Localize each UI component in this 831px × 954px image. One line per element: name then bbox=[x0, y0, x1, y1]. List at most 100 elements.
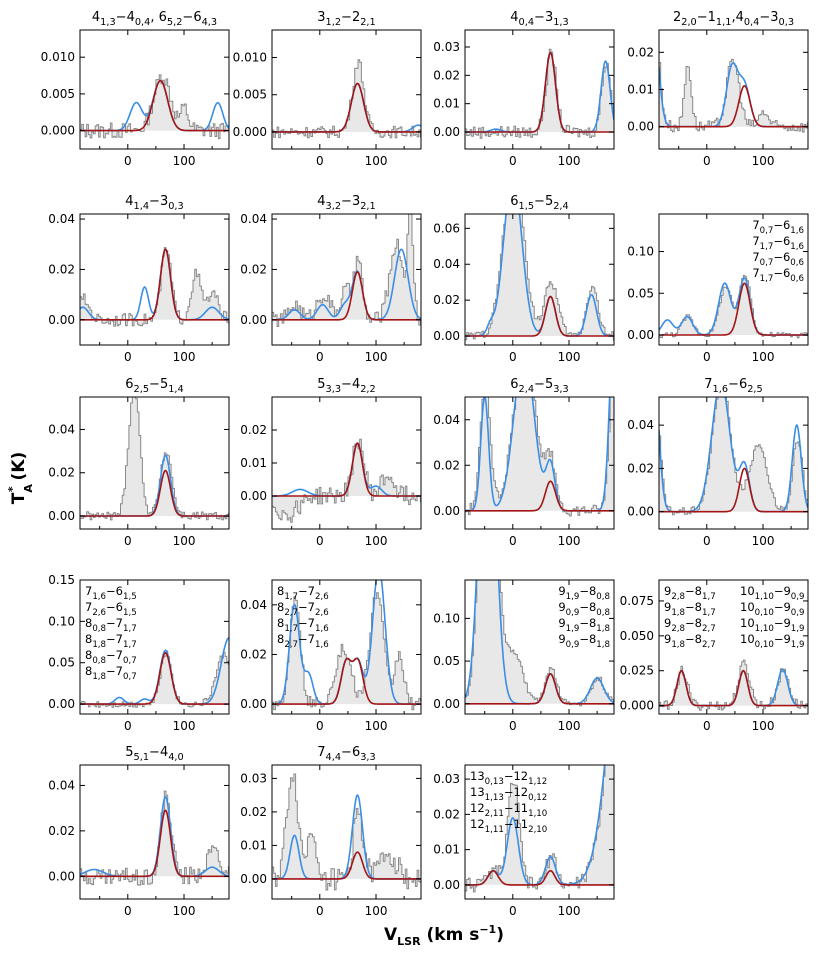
x-tick-label: 100 bbox=[173, 904, 196, 918]
transition-label: 130,13−121,12 bbox=[470, 769, 547, 787]
y-tick-label: 0.01 bbox=[240, 838, 267, 852]
y-tick-label: 0.01 bbox=[627, 83, 654, 97]
plot-area bbox=[272, 580, 421, 711]
panel-frame bbox=[79, 396, 230, 530]
panel-title: 40,4−31,3 bbox=[510, 10, 568, 28]
model-species bbox=[659, 669, 808, 707]
plot-area bbox=[80, 637, 229, 708]
y-tick-label: 0.02 bbox=[48, 262, 75, 276]
transition-label: 101,10−91,9 bbox=[740, 616, 804, 634]
panel-frame bbox=[658, 213, 809, 346]
panel-frame bbox=[464, 213, 615, 346]
x-tick-label: 100 bbox=[365, 350, 388, 364]
panel-frame bbox=[271, 764, 422, 900]
y-tick-label: 0.00 bbox=[627, 505, 654, 519]
panel-title: 41,4−30,3 bbox=[125, 194, 183, 212]
y-tick-label: 0.03 bbox=[433, 40, 460, 54]
model-species bbox=[80, 469, 229, 517]
observed-fill bbox=[272, 774, 421, 890]
x-tick-label: 0 bbox=[703, 154, 711, 168]
observed-fill bbox=[272, 59, 421, 138]
model-total bbox=[465, 214, 614, 337]
panel-frame bbox=[464, 579, 615, 715]
panel-frame bbox=[464, 396, 615, 530]
plot-area bbox=[272, 773, 421, 891]
y-tick-label: 0.02 bbox=[433, 293, 460, 307]
model-species bbox=[80, 79, 229, 132]
y-tick-label: 0.000 bbox=[620, 699, 654, 713]
plot-area bbox=[465, 397, 614, 517]
panel-title: 62,4−53,3 bbox=[510, 377, 568, 395]
y-tick-label: 0.00 bbox=[48, 313, 75, 327]
x-tick-label: 100 bbox=[558, 534, 581, 548]
plot-area bbox=[272, 214, 421, 327]
x-tick-label: 0 bbox=[316, 904, 324, 918]
plot-area bbox=[659, 274, 808, 339]
y-tick-label: 0.025 bbox=[620, 664, 654, 678]
model-total bbox=[272, 248, 421, 321]
y-tick-label: 0.00 bbox=[433, 125, 460, 139]
model-species bbox=[659, 282, 808, 336]
observed-spectrum bbox=[465, 765, 606, 893]
transition-label: 81,7−72,6 bbox=[277, 584, 329, 602]
panel-3: 0 100 0.00 0.01 0.02 0.03 40,4−31,3 bbox=[433, 10, 615, 168]
transition-label: 92,8−81,7 bbox=[664, 584, 716, 602]
y-tick-label: 0.04 bbox=[240, 212, 267, 226]
y-tick-label: 0.04 bbox=[48, 422, 75, 436]
x-tick-label: 100 bbox=[365, 154, 388, 168]
x-tick-label: 100 bbox=[558, 350, 581, 364]
x-tick-label: 100 bbox=[365, 534, 388, 548]
panel-title: 43,2−32,1 bbox=[317, 194, 375, 212]
observed-fill bbox=[465, 49, 614, 139]
transition-label: 70,7−60,6 bbox=[752, 250, 804, 268]
y-tick-label: 0.04 bbox=[433, 413, 460, 427]
panel-title: 53,3−42,2 bbox=[317, 377, 375, 395]
x-tick-label: 100 bbox=[752, 350, 775, 364]
panel-frame bbox=[464, 29, 615, 150]
plot-area bbox=[659, 397, 808, 516]
model-species bbox=[80, 809, 229, 878]
panel-18: 0 100 0.00 0.01 0.02 0.03 74,4−63,3 bbox=[240, 745, 422, 918]
y-tick-label: 0.04 bbox=[48, 212, 75, 226]
transition-label: 91,8−82,7 bbox=[664, 632, 716, 650]
model-species bbox=[465, 869, 614, 886]
x-tick-label: 0 bbox=[509, 154, 517, 168]
panel-frame bbox=[464, 764, 615, 900]
transition-label: 91,9−80,8 bbox=[558, 584, 610, 602]
plot-area bbox=[465, 765, 614, 893]
x-tick-label: 100 bbox=[173, 154, 196, 168]
transition-label: 91,8−81,7 bbox=[664, 600, 716, 618]
transition-label: 90,9−80,8 bbox=[558, 600, 610, 618]
x-tick-label: 0 bbox=[124, 534, 132, 548]
y-tick-label: 0.00 bbox=[240, 313, 267, 327]
transition-label: 81,8−70,7 bbox=[85, 664, 137, 682]
y-tick-label: 0.15 bbox=[48, 573, 75, 587]
observed-fill bbox=[659, 46, 808, 133]
transition-label: 101,10−90,9 bbox=[740, 584, 804, 602]
panel-11: 0 100 0.00 0.02 0.04 62,4−53,3 bbox=[433, 377, 615, 548]
transition-label: 131,13−120,12 bbox=[470, 785, 547, 803]
y-tick-label: 0.005 bbox=[233, 88, 267, 102]
panel-title: 61,5−52,4 bbox=[510, 194, 568, 212]
y-tick-label: 0.04 bbox=[627, 418, 654, 432]
y-tick-label: 0.00 bbox=[433, 504, 460, 518]
panel-frame bbox=[79, 213, 230, 346]
transition-label: 72,6−61,5 bbox=[85, 600, 137, 618]
observed-spectrum bbox=[465, 48, 614, 139]
x-tick-label: 0 bbox=[703, 350, 711, 364]
y-tick-label: 0.00 bbox=[627, 120, 654, 134]
y-tick-label: 0.02 bbox=[240, 805, 267, 819]
x-tick-label: 100 bbox=[173, 534, 196, 548]
y-tick-label: 0.00 bbox=[240, 872, 267, 886]
observed-fill bbox=[80, 397, 229, 520]
model-species bbox=[465, 295, 614, 337]
y-tick-label: 0.010 bbox=[233, 51, 267, 65]
y-tick-label: 0.05 bbox=[48, 656, 75, 670]
y-tick-label: 0.00 bbox=[48, 697, 75, 711]
panel-frame bbox=[658, 396, 809, 530]
observed-fill bbox=[465, 580, 614, 706]
plot-area bbox=[659, 45, 808, 133]
x-tick-label: 0 bbox=[316, 534, 324, 548]
transition-label: 82,7−71,6 bbox=[277, 632, 329, 650]
